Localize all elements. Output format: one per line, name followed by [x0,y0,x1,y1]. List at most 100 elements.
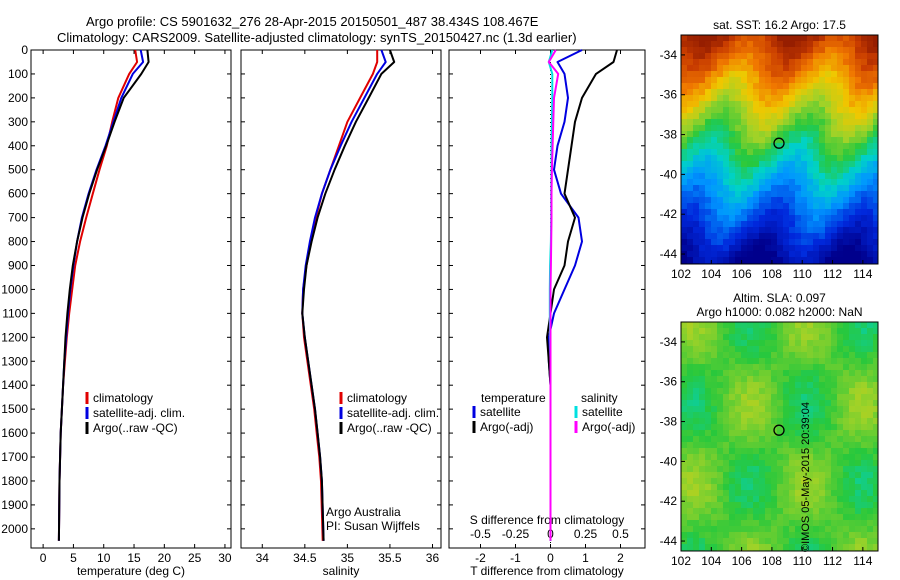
map-cell [837,454,843,460]
map-cell [753,460,759,466]
map-cell [873,358,878,364]
map-cell [807,113,813,119]
map-cell [735,95,741,101]
map-cell [801,352,807,358]
map-cell [843,526,849,532]
map-cell [681,364,687,370]
map-cell [819,388,825,394]
map-cell [813,448,819,454]
map-cell [693,185,699,191]
map-cell [729,526,735,532]
map-cell [813,460,819,466]
map-cell [723,520,729,526]
map-cell [855,370,861,376]
map-cell [813,65,819,71]
map-cell [759,454,765,460]
map-cell [807,131,813,137]
map-cell [801,406,807,412]
map-cell [723,460,729,466]
map-cell [789,227,795,233]
map-cell [717,203,723,209]
map-cell [753,233,759,239]
map-cell [723,412,729,418]
map-cell [681,113,687,119]
map-cell [837,460,843,466]
map-cell [717,221,723,227]
map-cell [711,113,717,119]
map-cell [711,388,717,394]
map-cell [783,161,789,167]
map-cell [837,107,843,113]
map-cell [867,460,873,466]
map-cell [699,478,705,484]
map-cell [807,436,813,442]
map-cell [729,185,735,191]
map-cell [849,358,855,364]
map-cell [843,472,849,478]
map-cell [819,221,825,227]
map-cell [699,526,705,532]
map-cell [831,340,837,346]
map-cell [747,328,753,334]
map-cell [699,334,705,340]
map-cell [741,137,747,143]
map-cell [711,173,717,179]
map-cell [723,544,729,550]
map-cell [807,346,813,352]
map-cell [825,59,831,65]
map-cell [783,245,789,251]
map-cell [759,340,765,346]
series-line-2 [57,49,150,541]
map-cell [819,400,825,406]
map-cell [771,418,777,424]
map-cell [843,478,849,484]
map-cell [747,245,753,251]
map-cell [729,77,735,83]
map-cell [771,35,777,41]
map-cell [873,59,878,65]
map-cell [795,131,801,137]
map-cell [705,209,711,215]
map-cell [729,125,735,131]
map-cell [705,400,711,406]
map-cell [717,526,723,532]
map-cell [693,233,699,239]
map-cell [687,406,693,412]
map-cell [771,334,777,340]
map-cell [831,137,837,143]
map-cell [789,83,795,89]
map-cell [831,508,837,514]
map-cell [681,65,687,71]
map-cell [831,406,837,412]
map-cell [837,197,843,203]
map-cell [687,83,693,89]
map-cell [699,257,705,263]
map-cell [789,352,795,358]
map-cell [831,251,837,257]
map-cell [873,424,878,430]
map-cell [861,532,867,538]
map-cell [741,382,747,388]
map-cell [699,53,705,59]
map-cell [867,346,873,352]
map-y-tick-label: -38 [660,128,678,142]
map-cell [735,257,741,263]
legend-label: satellite-adj. clim. [93,406,185,420]
map-cell [873,233,878,239]
map-cell [795,502,801,508]
map-cell [807,340,813,346]
map-cell [699,502,705,508]
map-cell [849,352,855,358]
map-cell [705,251,711,257]
map-cell [873,346,878,352]
map-cell [783,179,789,185]
map-cell [801,376,807,382]
map-cell [681,502,687,508]
map-cell [837,125,843,131]
map-cell [813,436,819,442]
map-cell [705,472,711,478]
map-cell [867,532,873,538]
map-cell [813,496,819,502]
map-cell [711,352,717,358]
map-cell [759,215,765,221]
